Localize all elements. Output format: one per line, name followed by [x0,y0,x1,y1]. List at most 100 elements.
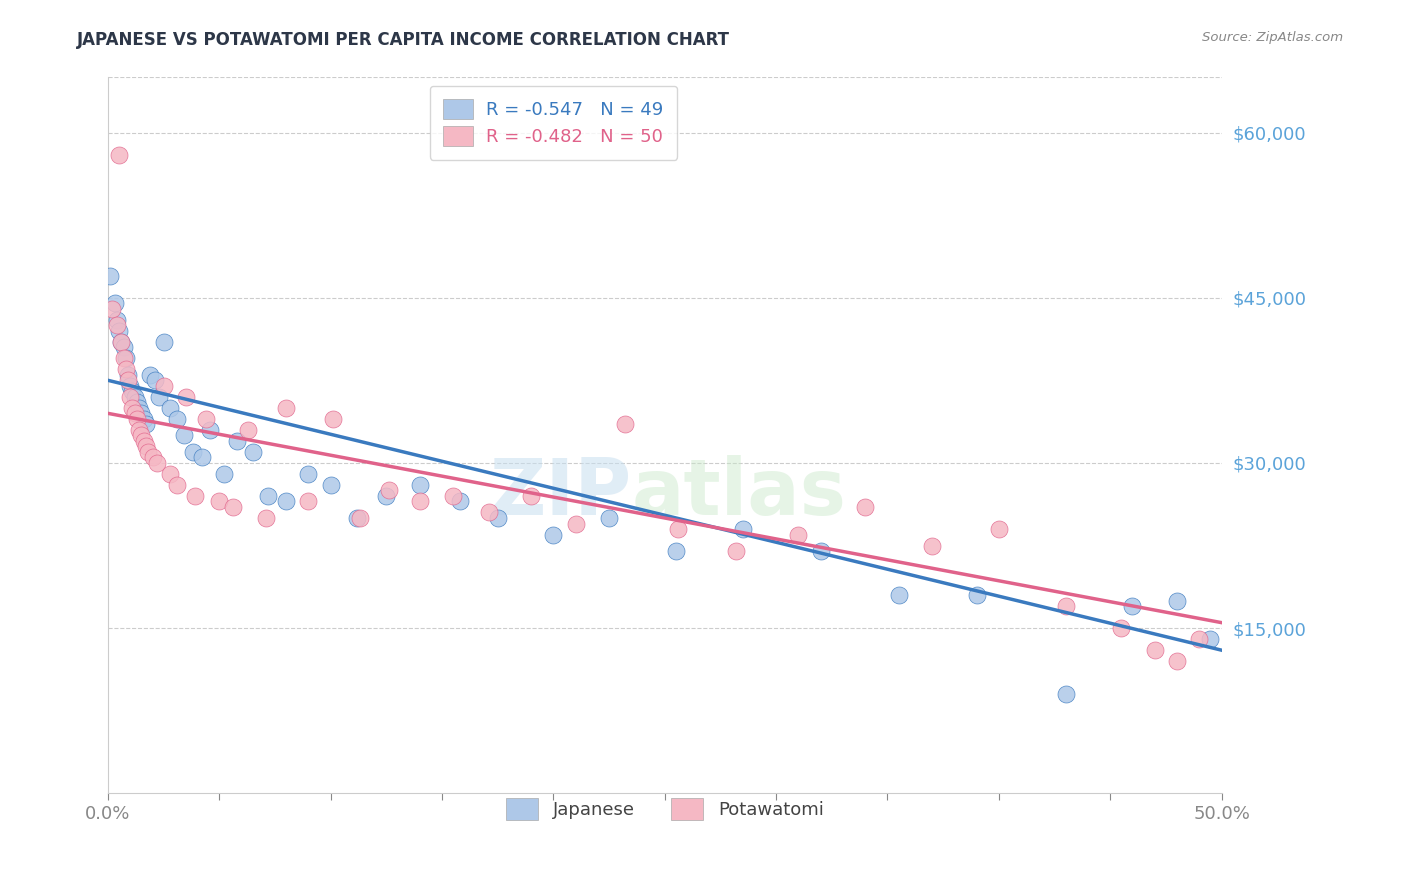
Point [121,384,143,399]
Point [222,500,245,514]
Point [141,450,163,465]
Point [208,494,231,508]
Point [242,445,264,459]
Point [159,467,181,481]
Point [114,351,136,366]
Point [166,412,188,426]
Point [200,423,222,437]
Point [666,522,689,536]
Point [143,373,166,387]
Point [114,362,136,376]
Point [1054,599,1077,613]
Text: JAPANESE VS POTAWATOMI PER CAPITA INCOME CORRELATION CHART: JAPANESE VS POTAWATOMI PER CAPITA INCOME… [77,31,730,49]
Point [520,489,543,503]
Point [112,351,135,366]
Point [125,395,148,409]
Point [1166,654,1188,668]
Point [1188,632,1211,647]
Point [276,494,298,508]
Point [346,511,368,525]
Point [181,445,204,459]
Point [190,450,212,465]
Point [238,423,260,437]
Point [1166,593,1188,607]
Point [810,544,832,558]
Point [184,489,207,503]
Text: ZIP: ZIP [489,455,631,531]
Point [148,390,170,404]
Point [112,340,135,354]
Point [139,368,162,382]
Point [132,412,155,426]
Point [110,334,132,349]
Point [276,401,298,415]
Point [543,527,565,541]
Point [152,379,174,393]
Point [104,296,127,310]
Point [1111,621,1133,635]
Point [1054,687,1077,701]
Point [921,539,943,553]
Point [110,334,132,349]
Point [117,373,139,387]
Point [124,406,146,420]
Point [449,494,471,508]
Point [146,456,169,470]
Point [120,379,142,393]
Y-axis label: Per Capita Income: Per Capita Income [0,366,7,506]
Point [173,428,195,442]
Text: Source: ZipAtlas.com: Source: ZipAtlas.com [1202,31,1343,45]
Point [159,401,181,415]
Point [131,406,153,420]
Point [409,478,432,492]
Point [731,522,754,536]
Point [853,500,876,514]
Point [132,434,155,448]
Point [322,412,344,426]
Point [441,489,464,503]
Point [724,544,747,558]
Point [128,401,150,415]
Point [124,390,146,404]
Point [152,334,174,349]
Point [135,439,157,453]
Point [101,301,124,316]
Point [226,434,249,448]
Point [125,412,148,426]
Point [212,467,235,481]
Point [564,516,586,531]
Point [486,511,509,525]
Point [787,527,810,541]
Point [478,506,501,520]
Point [98,268,121,283]
Point [120,390,142,404]
Point [987,522,1010,536]
Point [135,417,157,432]
Point [1121,599,1143,613]
Text: atlas: atlas [631,455,846,531]
Point [1199,632,1222,647]
Point [598,511,620,525]
Point [409,494,432,508]
Point [349,511,371,525]
Point [136,445,159,459]
Point [375,489,398,503]
Point [257,489,280,503]
Point [665,544,688,558]
Legend: Japanese, Potawatomi: Japanese, Potawatomi [491,783,838,834]
Point [1143,643,1166,657]
Point [297,467,319,481]
Point [319,478,342,492]
Point [108,324,131,338]
Point [613,417,636,432]
Point [108,147,131,161]
Point [105,312,128,326]
Point [297,494,319,508]
Point [966,588,988,602]
Point [174,390,197,404]
Point [131,428,153,442]
Point [121,401,143,415]
Point [254,511,277,525]
Point [117,368,139,382]
Point [128,423,150,437]
